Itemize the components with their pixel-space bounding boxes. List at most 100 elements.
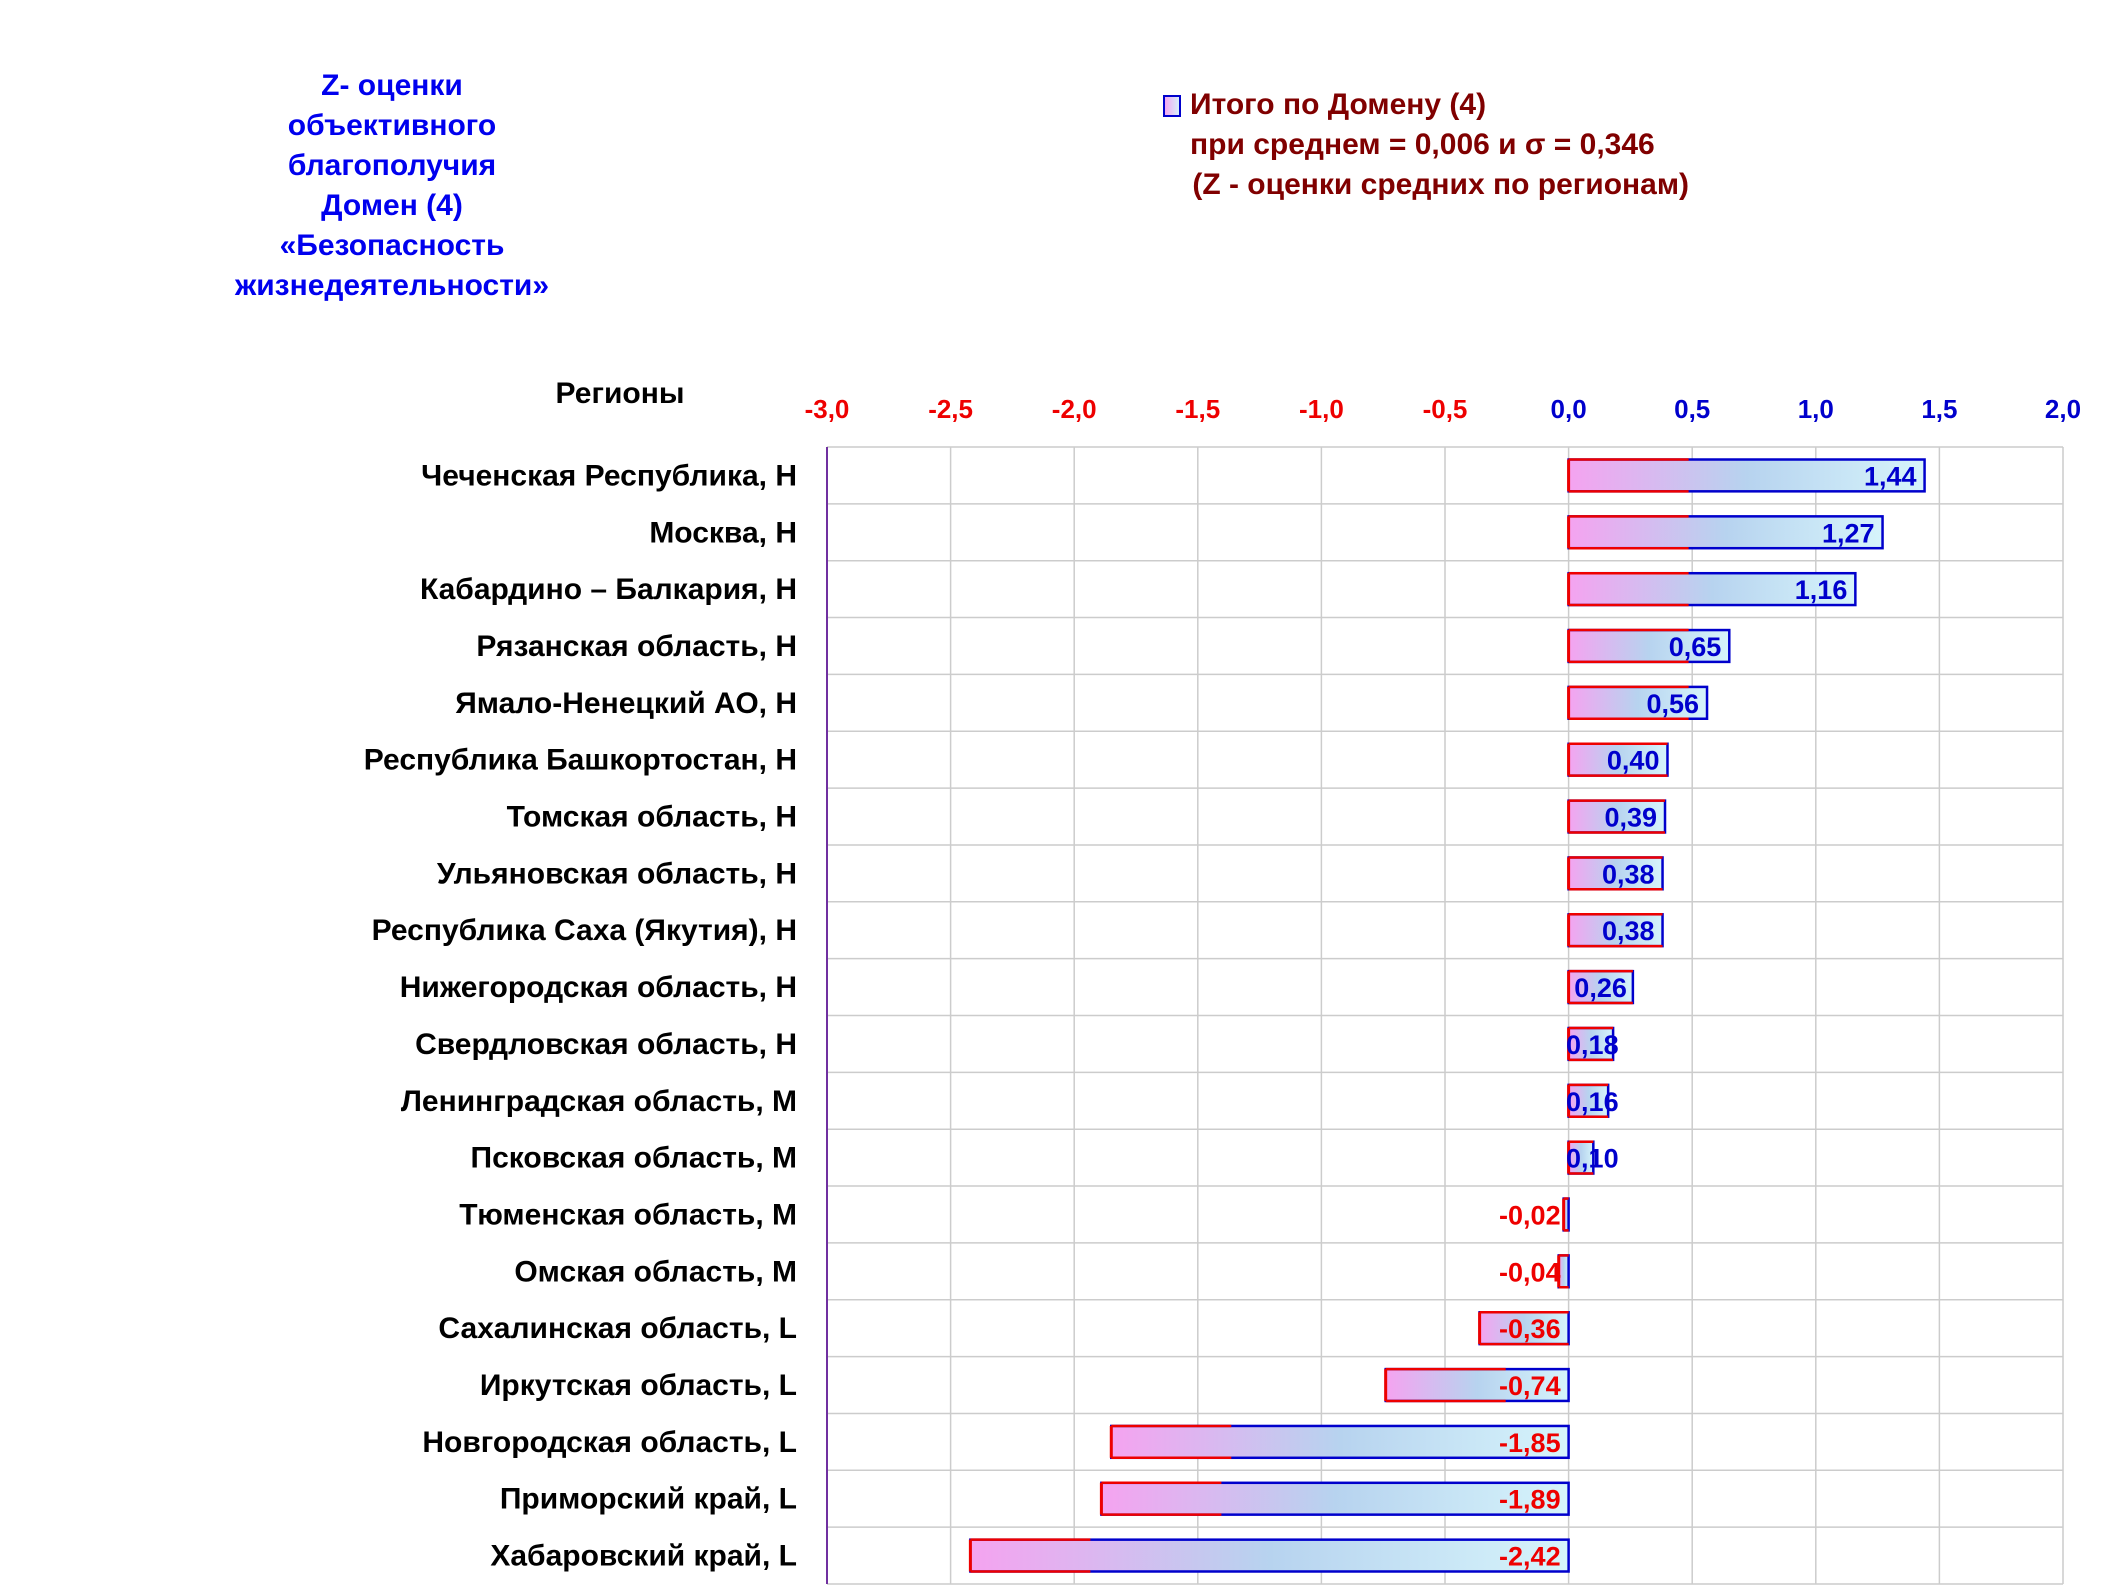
bar xyxy=(1099,1481,1570,1516)
bar-fill xyxy=(1563,1198,1569,1231)
data-label: 0,16 xyxy=(1566,1087,1619,1117)
category-label: Хабаровский край, L xyxy=(490,1540,797,1573)
bar xyxy=(1557,1254,1570,1289)
category-label: Рязанская область, H xyxy=(476,630,797,663)
bar xyxy=(1567,1083,1610,1118)
x-tick-label: 0,5 xyxy=(1674,394,1710,424)
bar-fill xyxy=(1568,914,1663,947)
data-label: 1,44 xyxy=(1864,461,1917,491)
category-label: Ульяновская область, H xyxy=(437,857,797,890)
bars xyxy=(968,458,1926,1573)
bar-fill xyxy=(1568,630,1730,662)
category-label: Республика Башкортостан, H xyxy=(364,744,797,777)
legend-line: Итого по Домену (4) xyxy=(1190,88,1486,121)
data-label: -0,02 xyxy=(1499,1200,1561,1230)
data-label: -0,04 xyxy=(1499,1257,1561,1287)
data-labels: 1,44 1,27 1,16 0,65 0,56 0,40 0,39 0,38 0,38 0,26… xyxy=(1499,461,1917,1571)
bar-fill xyxy=(1568,686,1708,719)
bar xyxy=(1567,458,1926,493)
category-label: Ленинградская область, M xyxy=(401,1085,797,1118)
legend-swatch xyxy=(1163,95,1181,117)
category-label: Москва, H xyxy=(649,516,797,549)
legend-line: при среднем = 0,006 и σ = 0,346 xyxy=(1190,128,1655,161)
data-label: -1,89 xyxy=(1499,1485,1561,1515)
x-axis-ticks: -3,0 -2,5 -2,0 -1,5 -1,0 -0,5 0,0 0,5 1,0 1,5 2,0 xyxy=(805,394,2081,424)
bar-fill xyxy=(1558,1255,1569,1288)
data-label: 1,16 xyxy=(1795,575,1848,605)
category-label: Республика Саха (Якутия), H xyxy=(372,914,797,947)
bar xyxy=(1562,1197,1570,1232)
bar-fill xyxy=(1568,743,1668,776)
bar xyxy=(1384,1367,1570,1403)
category-label: Кабардино – Балкария, H xyxy=(420,573,797,606)
chart-title: Z- оценки объективного благополучия Доме… xyxy=(234,69,549,302)
bar xyxy=(1567,913,1664,948)
x-tick-label: 1,0 xyxy=(1798,394,1834,424)
bar-fill xyxy=(1385,1369,1569,1401)
title-line: «Безопасность xyxy=(280,229,505,262)
x-tick-label: -3,0 xyxy=(805,394,850,424)
category-label: Тюменская область, M xyxy=(459,1198,797,1231)
category-label: Новгородская область, L xyxy=(422,1426,797,1459)
legend: Итого по Домену (4) при среднем = 0,006 … xyxy=(1163,88,1689,201)
bar-fill xyxy=(1568,800,1666,833)
bar xyxy=(1567,799,1667,834)
title-line: жизнедеятельности» xyxy=(234,269,549,302)
bar-fill xyxy=(970,1539,1569,1572)
bar xyxy=(1567,1026,1615,1062)
bar-fill xyxy=(1568,573,1856,606)
x-tick-label: -2,5 xyxy=(928,394,973,424)
legend-line: (Z - оценки средних по регионам) xyxy=(1184,168,1689,201)
bar-fill xyxy=(1568,459,1925,492)
bar xyxy=(968,1538,1570,1573)
x-tick-label: -1,5 xyxy=(1175,394,1220,424)
bar-fill xyxy=(1568,1028,1614,1060)
data-label: -0,36 xyxy=(1499,1314,1561,1344)
bar xyxy=(1478,1311,1570,1346)
x-tick-label: 1,5 xyxy=(1921,394,1957,424)
x-tick-label: -0,5 xyxy=(1423,394,1468,424)
bar xyxy=(1567,856,1664,891)
data-label: 0,38 xyxy=(1602,916,1655,946)
category-label: Томская область, H xyxy=(507,801,797,834)
bar-fill xyxy=(1568,971,1633,1003)
category-labels: Чеченская Республика, H Москва, H Кабардин… xyxy=(364,459,797,1572)
x-tick-label: -2,0 xyxy=(1052,394,1097,424)
bar-fill xyxy=(1568,1141,1594,1174)
bar xyxy=(1567,571,1857,607)
bar xyxy=(1567,628,1731,664)
bar xyxy=(1567,515,1884,550)
category-label: Ямало-Ненецкий АО, H xyxy=(455,687,797,720)
data-label: 0,39 xyxy=(1604,803,1657,833)
category-label: Иркутская область, L xyxy=(480,1369,797,1402)
bar xyxy=(1567,685,1709,720)
category-label: Сахалинская область, L xyxy=(438,1312,797,1345)
category-label: Приморский край, L xyxy=(500,1483,797,1516)
data-label: 0,40 xyxy=(1607,746,1660,776)
data-label: 0,65 xyxy=(1669,632,1722,662)
bar xyxy=(1567,742,1669,777)
grid xyxy=(826,446,2064,1585)
bar-fill xyxy=(1479,1312,1569,1345)
x-tick-label: 2,0 xyxy=(2045,394,2081,424)
bar xyxy=(1109,1424,1570,1460)
title-line: объективного xyxy=(288,109,496,142)
bar-fill xyxy=(1111,1425,1569,1458)
bar xyxy=(1567,969,1635,1005)
title-line: благополучия xyxy=(288,149,496,182)
x-tick-label: -1,0 xyxy=(1299,394,1344,424)
bar-fill xyxy=(1568,1084,1609,1117)
bar-fill xyxy=(1568,516,1883,549)
bar xyxy=(1567,1140,1595,1175)
data-label: -0,74 xyxy=(1499,1371,1561,1401)
data-label: -1,85 xyxy=(1499,1428,1561,1458)
category-label: Омская область, M xyxy=(514,1255,797,1288)
data-label: 0,38 xyxy=(1602,859,1655,889)
category-label: Псковская область, M xyxy=(471,1142,797,1175)
category-label: Чеченская Республика, H xyxy=(421,459,797,492)
data-label: 1,27 xyxy=(1822,518,1875,548)
category-label: Нижегородская область, H xyxy=(400,971,797,1004)
data-label: 0,18 xyxy=(1566,1030,1619,1060)
data-label: 0,10 xyxy=(1566,1144,1619,1174)
